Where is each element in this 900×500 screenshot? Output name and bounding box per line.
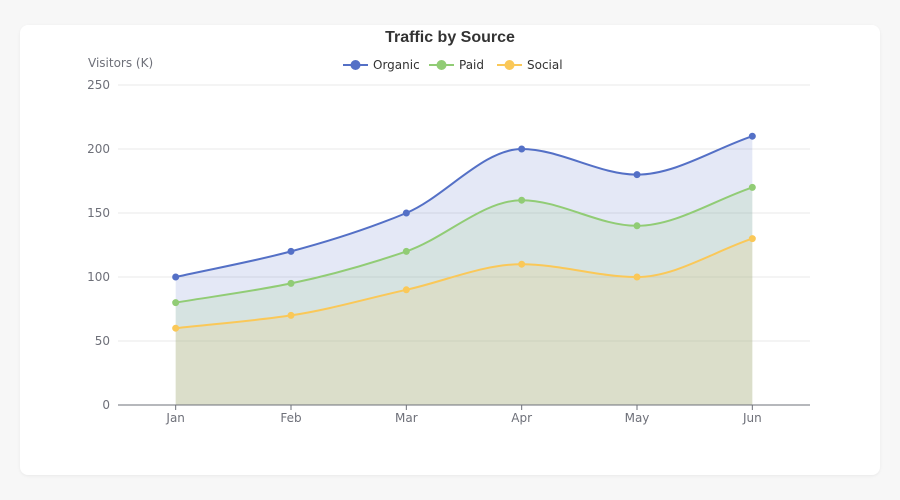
y-tick-label: 150 [87, 206, 110, 220]
x-tick-label: Jun [742, 411, 762, 425]
x-tick-label: May [625, 411, 650, 425]
y-tick-label: 50 [95, 334, 110, 348]
legend-swatch-dot [436, 60, 447, 70]
y-axis-label: Visitors (K) [88, 56, 153, 70]
data-point[interactable] [402, 247, 410, 255]
data-point[interactable] [748, 183, 756, 191]
grid-lines [118, 84, 810, 342]
data-point[interactable] [172, 324, 180, 332]
x-tick-label: Apr [511, 411, 532, 425]
series-line [175, 186, 753, 304]
data-point[interactable] [287, 311, 295, 319]
x-tick-label: Jan [165, 411, 185, 425]
legend-swatch-dot [504, 60, 515, 70]
data-point[interactable] [287, 279, 295, 287]
series-area [175, 136, 753, 405]
legend-label: Social [527, 58, 563, 72]
legend-item[interactable]: Organic [343, 58, 420, 72]
data-point[interactable] [402, 286, 410, 294]
series-lines [175, 135, 753, 330]
legend[interactable]: Organic Paid Social [343, 58, 563, 72]
data-point[interactable] [518, 196, 526, 204]
data-point[interactable] [287, 247, 295, 255]
legend-swatch-dot [350, 60, 361, 70]
y-tick-label: 100 [87, 270, 110, 284]
data-point[interactable] [172, 273, 180, 281]
data-points [172, 132, 756, 332]
legend-item[interactable]: Paid [429, 58, 484, 72]
axes: 0 50 100 150 200 250 Jan Feb Mar Apr May Jun [87, 78, 810, 425]
series-area [175, 187, 753, 405]
series-line [175, 237, 753, 330]
data-point[interactable] [518, 260, 526, 268]
y-tick-label: 200 [87, 142, 110, 156]
data-point[interactable] [633, 222, 641, 230]
x-tick-label: Mar [395, 411, 418, 425]
series-line [175, 135, 753, 278]
data-point[interactable] [402, 209, 410, 217]
y-tick-label: 0 [102, 398, 110, 412]
chart-title: Traffic by Source [385, 29, 515, 46]
data-point[interactable] [172, 299, 180, 307]
series-area [175, 238, 753, 405]
x-tick-label: Feb [280, 411, 301, 425]
legend-label: Paid [459, 58, 484, 72]
data-point[interactable] [633, 273, 641, 281]
data-point[interactable] [633, 171, 641, 179]
legend-label: Organic [373, 58, 420, 72]
legend-item[interactable]: Social [497, 58, 563, 72]
data-point[interactable] [518, 145, 526, 153]
y-tick-label: 250 [87, 78, 110, 92]
data-point[interactable] [748, 132, 756, 140]
chart-card [20, 25, 880, 475]
data-point[interactable] [748, 235, 756, 243]
series-areas [175, 136, 753, 405]
